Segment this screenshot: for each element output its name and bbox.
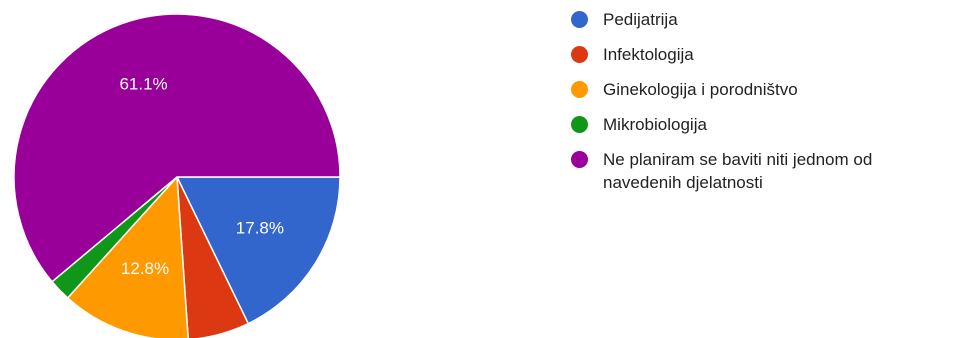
legend-item-1[interactable]: Pedijatrija [566, 8, 951, 31]
legend-swatch-icon [571, 46, 588, 63]
legend-label: Infektologija [603, 45, 694, 64]
pie-slice-3[interactable] [66, 175, 189, 338]
legend-label: Mikrobiologija [603, 115, 707, 134]
legend-item-5[interactable]: Ne planiram se baviti niti jednom od nav… [566, 148, 951, 194]
legend-label: Ginekologija i porodništvo [603, 80, 798, 99]
slice-label-3: 12.8% [121, 259, 169, 278]
legend-label: Ne planiram se baviti niti jednom od nav… [603, 150, 873, 192]
pie-slice-1[interactable] [175, 176, 341, 325]
legend-label: Pedijatrija [603, 10, 678, 29]
legend-item-2[interactable]: Infektologija [566, 43, 951, 66]
pie-chart: 17.8% 12.8% 61.1% [13, 13, 341, 338]
legend-swatch-icon [571, 11, 588, 28]
legend-swatch-icon [571, 81, 588, 98]
pie-slice-2[interactable] [176, 176, 250, 338]
legend: Pedijatrija Infektologija Ginekologija i p… [566, 8, 951, 206]
legend-item-3[interactable]: Ginekologija i porodništvo [566, 78, 951, 101]
legend-item-4[interactable]: Mikrobiologija [566, 113, 951, 136]
pie-slice-5[interactable] [13, 13, 341, 283]
slice-label-5: 61.1% [119, 75, 167, 94]
legend-swatch-icon [571, 151, 588, 168]
legend-swatch-icon [571, 116, 588, 133]
slice-label-1: 17.8% [236, 218, 284, 237]
